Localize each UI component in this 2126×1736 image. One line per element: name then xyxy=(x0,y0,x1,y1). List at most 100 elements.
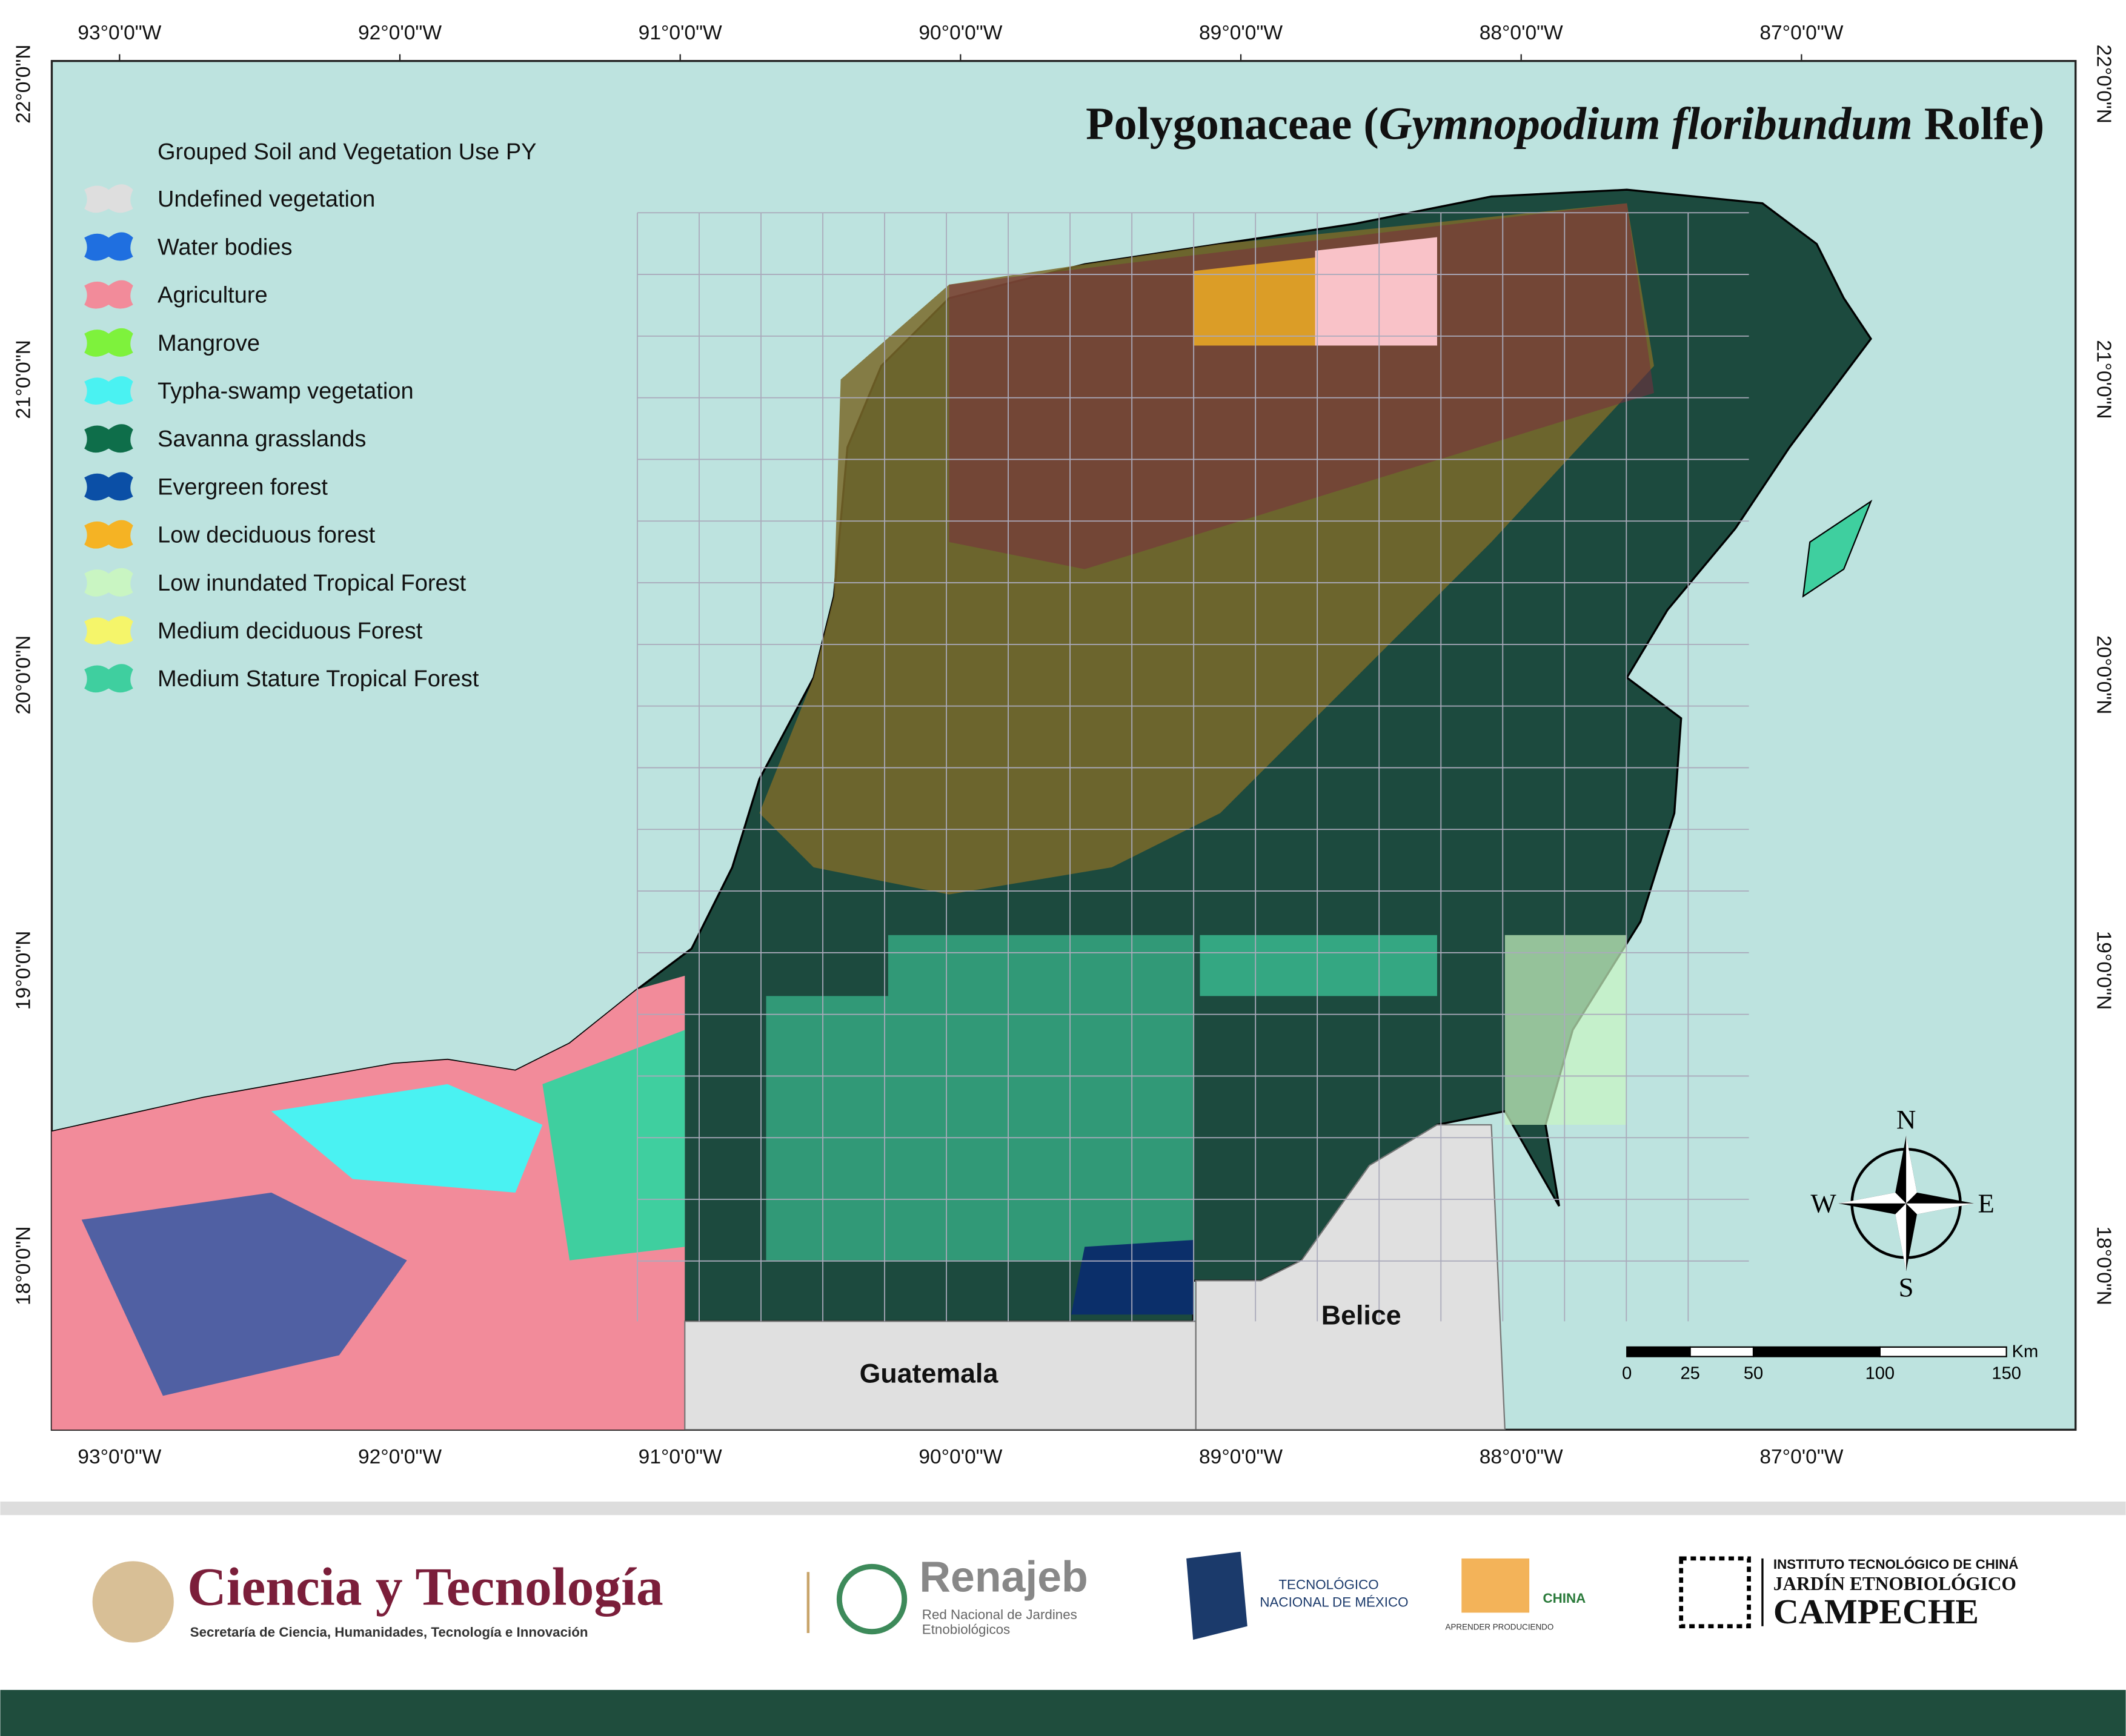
footer-subtitle: Etnobiológicos xyxy=(922,1622,1010,1637)
legend-label: Low inundated Tropical Forest xyxy=(158,571,467,596)
longitude-label: 91°0'0"W xyxy=(639,22,722,44)
title-author: Rolfe) xyxy=(1913,99,2044,150)
place-label: Guatemala xyxy=(860,1359,999,1389)
legend-swatch xyxy=(84,328,133,357)
legend-label: Medium Stature Tropical Forest xyxy=(158,666,479,692)
latitude-label: 22°0'0"N xyxy=(2093,44,2115,124)
footer-text: APRENDER PRODUCIENDO xyxy=(1446,1623,1554,1632)
longitude-label: 88°0'0"W xyxy=(1480,1446,1563,1468)
compass: N S E W xyxy=(1811,1104,1995,1302)
scale-segment xyxy=(1626,1346,1691,1357)
scale-label: 100 xyxy=(1865,1363,1895,1383)
guatemala xyxy=(684,1320,1197,1430)
forest-patch xyxy=(542,1030,685,1261)
forest-patch xyxy=(81,1192,407,1396)
latitude-label: 21°0'0"N xyxy=(2093,340,2115,419)
latitude-label: 20°0'0"N xyxy=(13,635,35,715)
compass-star-light xyxy=(1838,1135,1974,1271)
footer-subtitle: Red Nacional de Jardines xyxy=(922,1607,1077,1622)
forest-zone xyxy=(766,935,1194,1261)
compass-star xyxy=(1838,1135,1974,1271)
footer-divider xyxy=(0,1501,2126,1516)
footer-title: Ciencia y Tecnología xyxy=(187,1557,663,1617)
map-body xyxy=(51,188,1873,1430)
latitude-label: 19°0'0"N xyxy=(13,931,35,1010)
longitude-label: 89°0'0"W xyxy=(1199,22,1283,44)
longitude-label: 92°0'0"W xyxy=(358,22,442,44)
agriculture-zone xyxy=(949,203,1654,569)
inundated-zone xyxy=(1504,935,1627,1125)
legend: Undefined vegetation Water bodies Agricult… xyxy=(84,184,479,693)
footer-band xyxy=(0,1689,2126,1736)
longitude-label: 93°0'0"W xyxy=(78,22,161,44)
footer-subtitle: Secretaría de Ciencia, Humanidades, Tecn… xyxy=(190,1625,588,1640)
longitude-label: 87°0'0"W xyxy=(1759,22,1843,44)
longitude-label: 91°0'0"W xyxy=(639,1446,722,1468)
seal-logo xyxy=(92,1561,174,1643)
longitude-label: 90°0'0"W xyxy=(918,1446,1002,1468)
legend-swatch xyxy=(84,232,133,261)
footer-text: TECNOLÓGICO xyxy=(1278,1577,1378,1592)
footer-text: JARDÍN ETNOBIOLÓGICO xyxy=(1773,1573,2016,1594)
footer-text: INSTITUTO TECNOLÓGICO DE CHINÁ xyxy=(1773,1557,2019,1572)
latitude-label: 18°0'0"N xyxy=(13,1226,35,1305)
compass-label: S xyxy=(1899,1272,1914,1302)
place-label: Belice xyxy=(1321,1300,1401,1330)
scale-segment xyxy=(1689,1346,1755,1357)
sampling-grid xyxy=(637,212,1749,1322)
legend-swatch xyxy=(84,520,133,549)
legend-swatch xyxy=(84,616,133,645)
agriculture-zone xyxy=(1315,237,1437,346)
latitude-label: 22°0'0"N xyxy=(13,44,35,124)
legend-label: Water bodies xyxy=(158,234,293,260)
latitude-label: 20°0'0"N xyxy=(2093,635,2115,715)
legend-label: Low deciduous forest xyxy=(158,523,376,548)
itchina-logo xyxy=(1461,1558,1530,1613)
scale-unit: Km xyxy=(2012,1342,2039,1362)
compass-label: E xyxy=(1978,1188,1994,1218)
latitude-label: 19°0'0"N xyxy=(2093,931,2115,1010)
longitude-label: 87°0'0"W xyxy=(1759,1446,1843,1468)
swamp-patch xyxy=(271,1084,543,1193)
title-species: Gymnopodium floribundum xyxy=(1379,99,1913,150)
longitude-label: 93°0'0"W xyxy=(78,1446,161,1468)
forest-zone xyxy=(1200,935,1437,996)
graticule-labels: 93°0'0"W 93°0'0"W 92°0'0"W 92°0'0"W 91°0'0"W… xyxy=(13,22,2115,1468)
legend-label: Typha-swamp vegetation xyxy=(158,379,414,404)
legend-title: Grouped Soil and Vegetation Use PY xyxy=(158,139,537,165)
legend-swatch xyxy=(84,664,133,693)
legend-label: Evergreen forest xyxy=(158,474,328,500)
scale-label: 50 xyxy=(1744,1363,1763,1383)
latitude-label: 18°0'0"N xyxy=(2093,1226,2115,1305)
scale-segment xyxy=(1879,1346,2007,1357)
scale-label: 0 xyxy=(1622,1363,1632,1383)
legend-swatch xyxy=(84,472,133,501)
title-family: Polygonaceae ( xyxy=(1086,99,1379,150)
footer-text: CAMPECHE xyxy=(1773,1592,1979,1631)
tecnm-logo xyxy=(1186,1551,1247,1640)
longitude-label: 88°0'0"W xyxy=(1480,22,1563,44)
renajeb-logo xyxy=(836,1563,908,1635)
longitude-label: 92°0'0"W xyxy=(358,1446,442,1468)
legend-swatch xyxy=(84,184,133,213)
compass-label: N xyxy=(1896,1104,1916,1135)
legend-swatch xyxy=(84,376,133,405)
legend-label: Undefined vegetation xyxy=(158,187,375,212)
belize xyxy=(1195,1124,1506,1430)
legend-label: Mangrove xyxy=(158,331,260,356)
footer-text: NACIONAL DE MÉXICO xyxy=(1260,1595,1408,1610)
footer-text: CHINA xyxy=(1543,1591,1586,1606)
cozumel xyxy=(1802,499,1873,598)
longitude-label: 90°0'0"W xyxy=(918,22,1002,44)
legend-swatch xyxy=(84,280,133,309)
latitude-label: 21°0'0"N xyxy=(13,340,35,419)
longitude-label: 89°0'0"W xyxy=(1199,1446,1283,1468)
scale-segment xyxy=(1752,1346,1881,1357)
legend-swatch xyxy=(84,424,133,453)
legend-label: Agriculture xyxy=(158,283,268,308)
scale-label: 150 xyxy=(1991,1363,2021,1383)
footer-title: Renajeb xyxy=(919,1553,1088,1602)
legend-label: Medium deciduous Forest xyxy=(158,618,423,644)
